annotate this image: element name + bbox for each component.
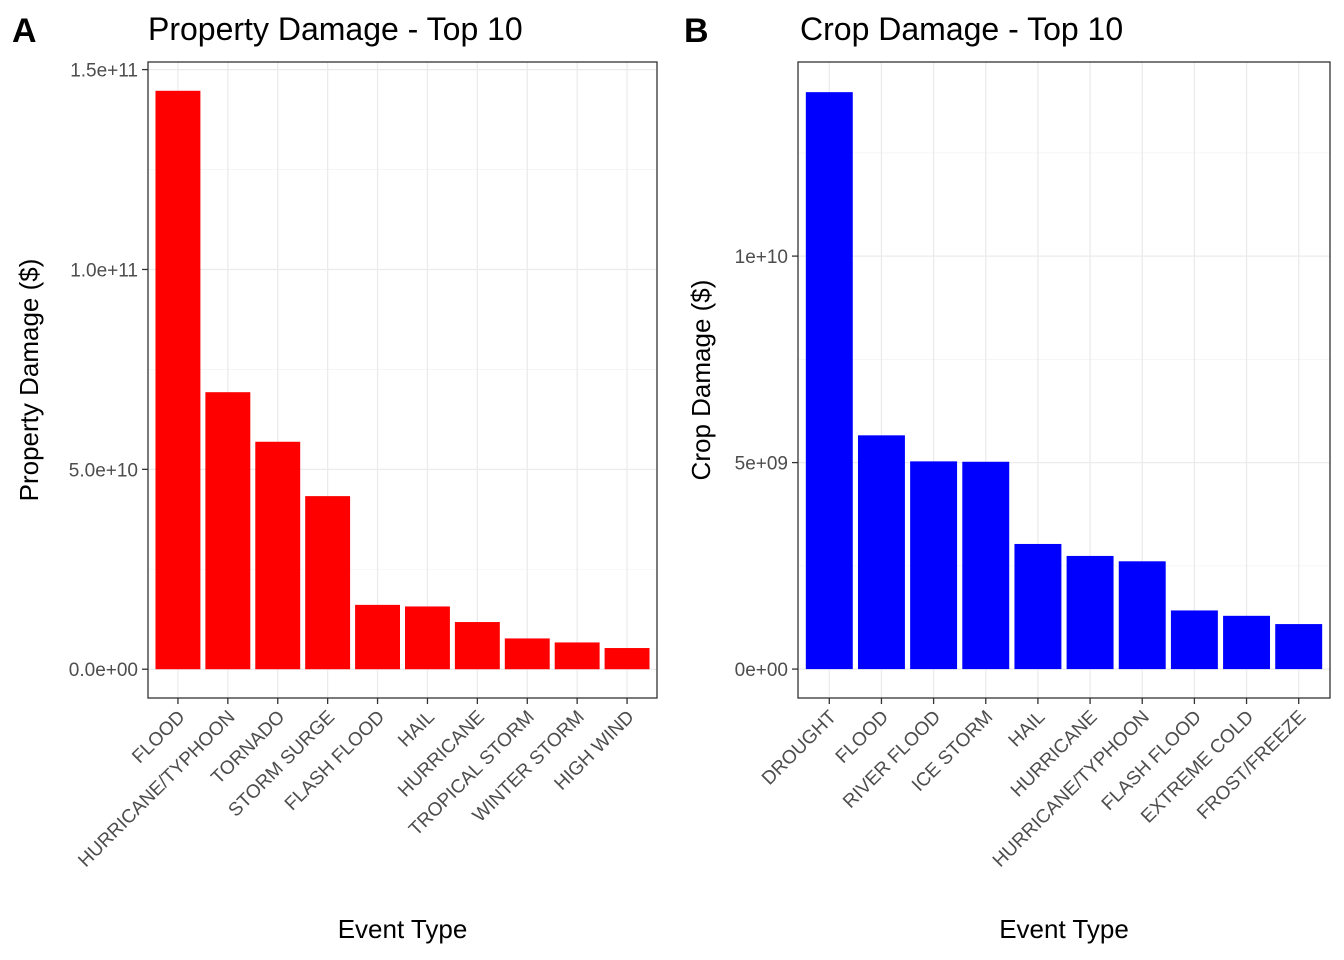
bar-ice-storm [962, 461, 1010, 670]
panel-a-x-tick-label: HAIL [394, 707, 439, 752]
bar-hurricane [454, 622, 500, 670]
panel-b-plot-border [797, 61, 1331, 699]
bar-hurricane-typhoon [1118, 561, 1166, 670]
bar-river-flood [910, 461, 958, 670]
panel-a-y-tick-label: 0.0e+00 [69, 660, 138, 681]
bar-flood [155, 90, 201, 670]
panel-a-bars [155, 90, 650, 670]
panel-a: A Property Damage - Top 10 0.0e+00 5.0e+10 1… [12, 11, 658, 944]
bar-storm-surge [305, 496, 351, 670]
panel-a-plot-border [147, 61, 658, 699]
panel-a-x-axis-title: Event Type [338, 914, 468, 944]
panel-a-y-axis-title: Property Damage ($) [14, 259, 44, 502]
panel-a-grid [148, 62, 657, 698]
panel-b-y-tick-label: 1e+10 [735, 247, 788, 268]
bar-flash-flood [1170, 610, 1218, 670]
panel-a-x-tick-label: HURRICANE [394, 707, 489, 802]
panel-b-title: Crop Damage - Top 10 [800, 11, 1123, 47]
bar-hail [1014, 543, 1062, 670]
bar-frost-freeze [1275, 624, 1323, 670]
panel-b-y-axis-title: Crop Damage ($) [686, 280, 716, 481]
bar-tornado [255, 441, 301, 670]
bar-hurricane-typhoon [205, 392, 251, 670]
panel-a-title: Property Damage - Top 10 [148, 11, 523, 47]
panel-b-y-tick-label: 0e+00 [735, 660, 788, 681]
bar-flash-flood [355, 604, 401, 670]
panel-a-y-tick-label: 1.5e+11 [70, 61, 138, 82]
panel-b-x-axis-title: Event Type [999, 914, 1129, 944]
panel-b-x-tick-label: DROUGHT [758, 706, 841, 789]
panel-b-y-tick-label: 5e+09 [735, 454, 788, 475]
bar-tropical-storm [504, 638, 550, 670]
bar-extreme-cold [1223, 615, 1271, 670]
bar-hail [404, 606, 450, 670]
panel-a-y-tick-label: 5.0e+10 [69, 460, 138, 481]
panel-a-y-tick-label: 1.0e+11 [70, 260, 138, 281]
panel-b-letter: B [684, 12, 709, 50]
panel-b-bars [805, 92, 1323, 670]
bar-high-wind [604, 648, 650, 670]
panel-b: B Crop Damage - Top 10 0e+00 5e+09 1e+10 DROU… [684, 11, 1331, 944]
panel-a-letter: A [12, 12, 37, 50]
bar-hurricane [1066, 555, 1114, 670]
panel-b-x-tick-label: HAIL [1005, 707, 1050, 752]
bar-winter-storm [554, 642, 600, 670]
bar-flood [857, 435, 905, 670]
bar-drought [805, 92, 853, 670]
